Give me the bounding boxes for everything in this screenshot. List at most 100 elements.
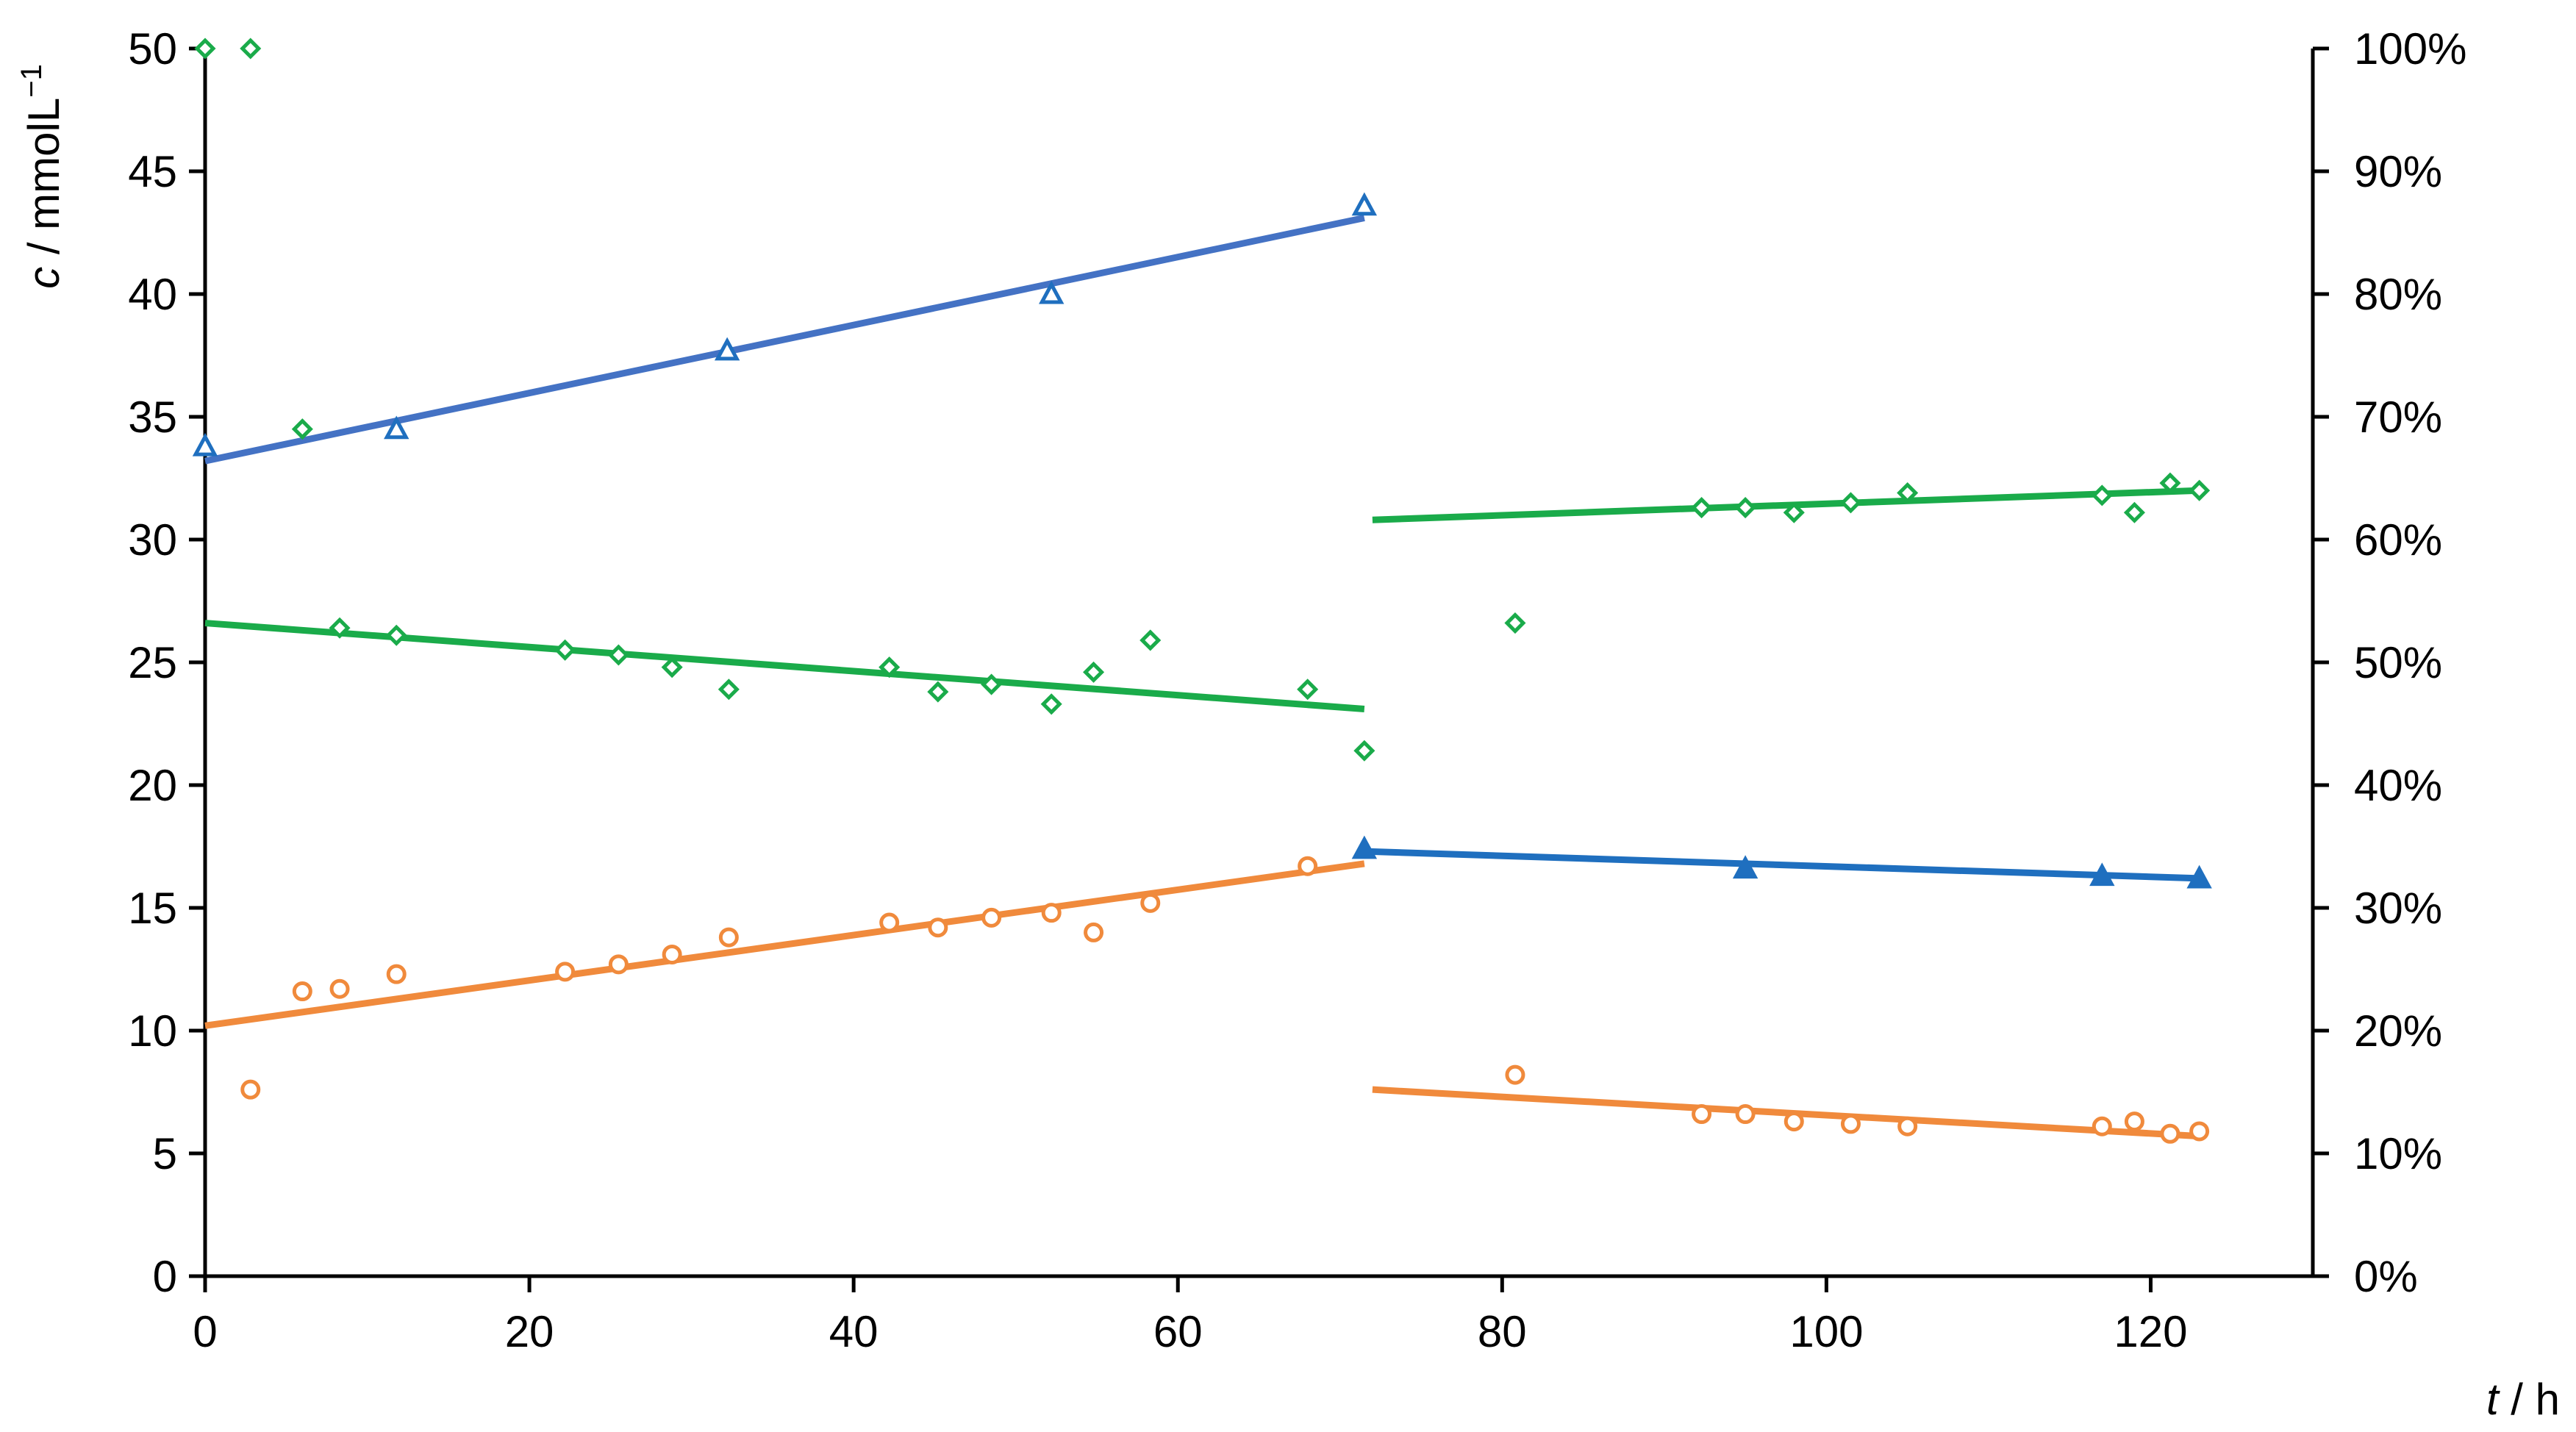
data-markers — [192, 37, 2212, 1144]
trend-line — [1372, 1086, 2200, 1140]
data-point — [1735, 1104, 1756, 1125]
trend-line — [1372, 487, 2200, 523]
data-point — [240, 1079, 261, 1100]
data-point — [2189, 1121, 2210, 1142]
data-point — [1897, 1116, 1918, 1136]
data-point — [554, 639, 576, 661]
series-circle-open — [240, 856, 2210, 1144]
x-tick-label: 20 — [505, 1307, 554, 1356]
trend-line — [1364, 848, 2200, 882]
data-point — [661, 656, 683, 679]
x-axis-title: t / h — [2486, 1375, 2560, 1424]
data-point — [329, 978, 350, 999]
y-axis-title-exponent: −1 — [15, 64, 48, 98]
data-point — [1351, 192, 1378, 216]
data-point — [1140, 892, 1161, 913]
data-point — [1732, 855, 1759, 879]
y-tick-label: 35 — [128, 393, 177, 442]
y-tick-label: 0 — [153, 1252, 177, 1301]
data-point — [1351, 835, 1378, 859]
data-point — [1298, 856, 1318, 876]
data-point — [1505, 1064, 1525, 1085]
x-axis-title-variable: t — [2486, 1375, 2500, 1424]
y-tick-label: 5 — [153, 1129, 177, 1178]
x-axis-title-unit: / h — [2499, 1375, 2560, 1424]
data-point — [1083, 661, 1105, 683]
data-point — [1297, 679, 1319, 701]
y-tick-label: 40 — [128, 270, 177, 319]
data-point — [2089, 862, 2115, 887]
data-point — [662, 944, 682, 964]
trend-line — [204, 620, 1365, 712]
data-point — [1353, 740, 1375, 762]
y2-tick-label: 70% — [2354, 393, 2442, 442]
data-point — [879, 912, 900, 933]
data-point — [927, 681, 949, 703]
x-tick-label: 60 — [1153, 1307, 1203, 1356]
y-tick-label: 50 — [128, 24, 177, 74]
data-point — [240, 37, 262, 60]
data-point — [384, 415, 409, 440]
data-point — [1840, 1114, 1861, 1134]
data-point — [928, 917, 948, 938]
trend-lines — [204, 215, 2200, 1140]
data-point — [1691, 497, 1713, 519]
data-point — [1504, 612, 1526, 634]
y-tick-label: 45 — [128, 147, 177, 196]
trend-line — [204, 215, 1365, 465]
data-point — [292, 981, 312, 1002]
data-point — [291, 418, 313, 440]
data-point — [555, 962, 576, 982]
x-tick-label: 100 — [1789, 1307, 1863, 1356]
y-tick-label: 15 — [128, 884, 177, 933]
data-point — [981, 907, 1002, 928]
data-point — [1734, 497, 1756, 519]
y2-tick-label: 100% — [2354, 24, 2466, 74]
data-point — [2159, 472, 2181, 494]
data-point — [2186, 864, 2212, 889]
data-point — [192, 432, 218, 457]
series-triangle-open — [192, 192, 1378, 457]
y-axis-title-unit: / mmolL — [19, 98, 68, 267]
data-point — [981, 673, 1003, 695]
data-point — [1783, 1111, 1804, 1132]
data-point — [385, 624, 407, 646]
data-point — [2092, 1116, 2112, 1136]
data-point — [1139, 629, 1162, 651]
series-diamond-open — [194, 37, 2211, 762]
x-tick-label: 80 — [1478, 1307, 1527, 1356]
data-point — [1039, 280, 1065, 304]
y2-tick-label: 60% — [2354, 515, 2442, 565]
y2-tick-label: 0% — [2354, 1252, 2418, 1301]
data-point — [386, 964, 407, 984]
data-point — [1084, 922, 1104, 942]
y-tick-label: 20 — [128, 761, 177, 810]
data-point — [1839, 492, 1862, 514]
data-point — [714, 337, 740, 361]
series-triangle-filled — [1351, 835, 2212, 889]
y2-tick-label: 50% — [2354, 638, 2442, 687]
y2-tick-label: 90% — [2354, 147, 2442, 196]
data-point — [1041, 903, 1062, 923]
y-tick-label: 10 — [128, 1006, 177, 1056]
data-point — [879, 656, 901, 679]
data-point — [329, 617, 351, 639]
y2-tick-label: 80% — [2354, 270, 2442, 319]
axes: 0 5 10 15 20 25 30 35 40 45 50 0% 10% 20% 30% 40% 50% 60%… — [128, 24, 2466, 1356]
x-tick-label: 40 — [829, 1307, 879, 1356]
y2-tick-label: 30% — [2354, 884, 2442, 933]
data-point — [2189, 479, 2211, 501]
data-point — [1783, 501, 1805, 523]
x-tick-label: 0 — [193, 1307, 217, 1356]
data-point — [718, 927, 739, 948]
data-point — [608, 954, 629, 975]
x-tick-label: 120 — [2114, 1307, 2187, 1356]
y2-tick-label: 20% — [2354, 1006, 2442, 1056]
y-tick-label: 30 — [128, 515, 177, 565]
y-tick-label: 25 — [128, 638, 177, 687]
data-point — [194, 37, 216, 60]
data-point — [2160, 1123, 2180, 1144]
data-point — [607, 644, 629, 666]
